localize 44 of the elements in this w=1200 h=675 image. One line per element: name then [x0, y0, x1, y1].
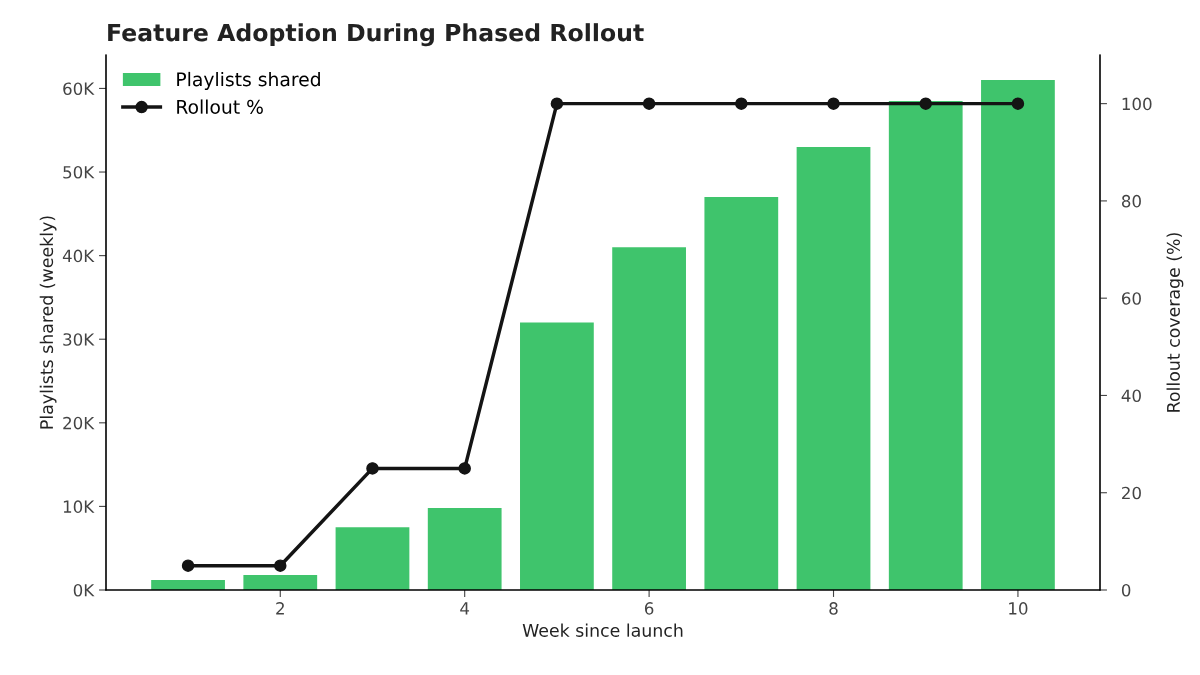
y2-tick-label: 20 [1122, 486, 1141, 500]
legend-label: Playlists shared [177, 71, 320, 91]
y-tick-label: 10K [63, 500, 95, 513]
y-tick-label: 0K [73, 583, 95, 597]
point [735, 97, 748, 110]
y2-tick-label: 100 [1122, 97, 1152, 111]
point [181, 559, 195, 572]
x-tick-label: 10 [1009, 602, 1028, 615]
point [919, 97, 932, 110]
x-tick-label: 2 [276, 602, 284, 615]
bar [888, 100, 963, 590]
y2-axis-title: Rollout coverage (%) [1166, 233, 1184, 412]
y-tick-label: 20K [63, 416, 95, 430]
y2-tick-label: 40 [1121, 389, 1141, 403]
point [274, 559, 287, 572]
bar [151, 579, 225, 590]
point [642, 97, 656, 110]
chart-title: Feature Adoption During Phased Rollout [108, 23, 644, 47]
x-axis-title: Week since launch [522, 623, 683, 637]
bar [335, 527, 410, 590]
y-tick-label: 30K [63, 333, 95, 346]
y2-tick-label: 80 [1121, 194, 1141, 208]
legend-label: Rollout % [177, 99, 263, 114]
y-tick-label: 60K [63, 82, 95, 96]
bar [243, 574, 318, 590]
bar [427, 508, 502, 590]
bar [704, 197, 779, 590]
x-tick-label: 4 [460, 602, 470, 615]
y2-tick-label: 60 [1122, 292, 1141, 305]
point [458, 462, 471, 475]
point [366, 462, 379, 475]
y-tick-label: 50K [63, 165, 95, 179]
point [550, 97, 564, 110]
x-tick-label: 6 [644, 602, 654, 615]
x-tick-label: 8 [829, 602, 838, 615]
bar [796, 146, 871, 590]
y2-tick-label: 0 [1121, 583, 1131, 597]
point [1011, 97, 1025, 110]
point [827, 97, 840, 110]
y-axis-title: Playlists shared (weekly) [39, 216, 57, 429]
bar [981, 80, 1055, 590]
y-tick-label: 40K [62, 249, 95, 263]
bar [612, 247, 686, 590]
bar [520, 322, 594, 590]
